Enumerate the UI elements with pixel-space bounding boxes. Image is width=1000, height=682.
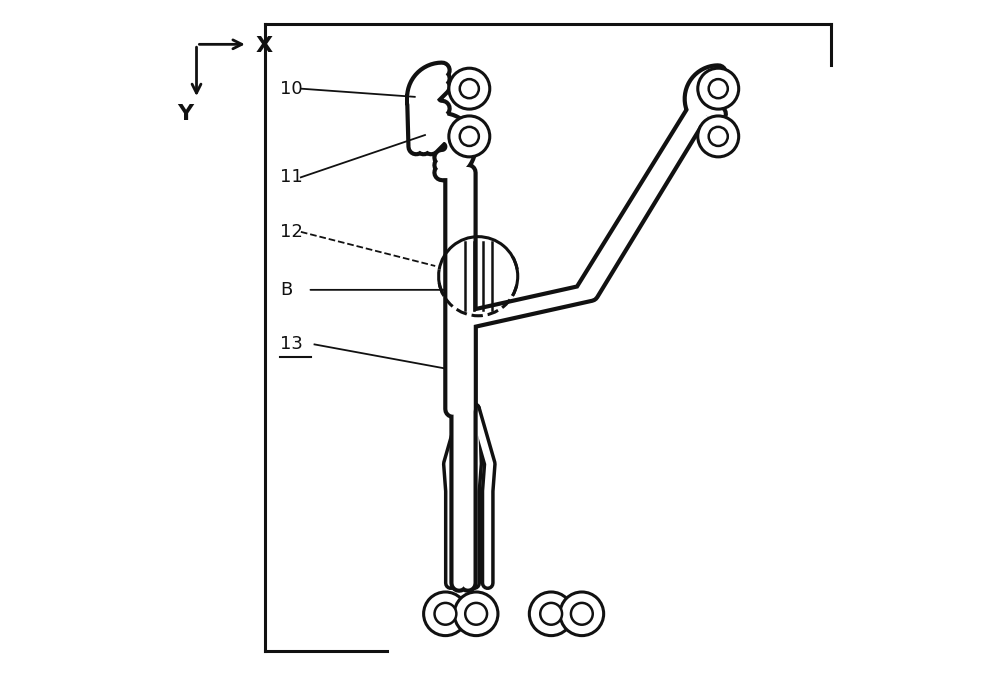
Circle shape [460, 79, 479, 98]
Text: 11: 11 [280, 168, 303, 186]
Circle shape [529, 592, 573, 636]
Text: X: X [256, 35, 273, 56]
Circle shape [449, 116, 490, 157]
Circle shape [540, 603, 562, 625]
Circle shape [709, 79, 728, 98]
Circle shape [435, 603, 456, 625]
Text: 12: 12 [280, 223, 303, 241]
Text: 10: 10 [280, 80, 303, 98]
Circle shape [460, 127, 479, 146]
Text: 13: 13 [280, 336, 303, 353]
Text: Y: Y [177, 104, 193, 124]
Text: B: B [280, 281, 293, 299]
Circle shape [698, 68, 739, 109]
Circle shape [454, 592, 498, 636]
Circle shape [424, 592, 467, 636]
Circle shape [449, 68, 490, 109]
Circle shape [465, 603, 487, 625]
Circle shape [698, 116, 739, 157]
Circle shape [571, 603, 593, 625]
Circle shape [709, 127, 728, 146]
Circle shape [560, 592, 604, 636]
